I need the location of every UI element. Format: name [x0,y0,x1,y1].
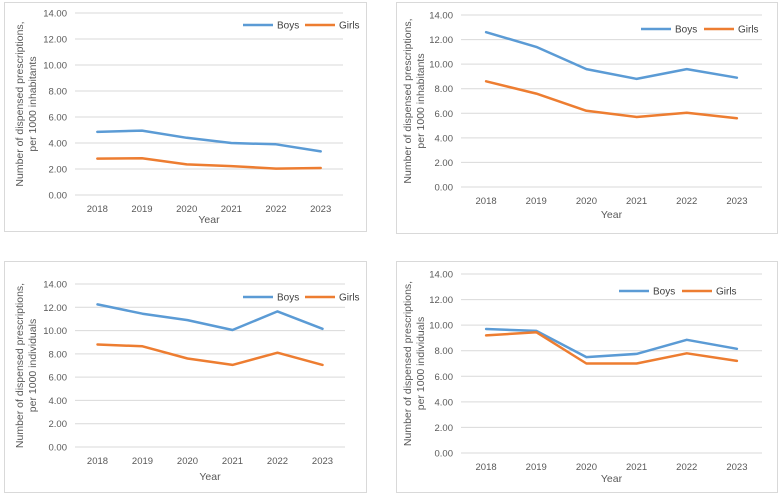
x-tick-label: 2021 [626,462,647,473]
legend-label-boys: Boys [675,25,697,36]
legend-label-girls: Girls [716,287,737,298]
legend-label-boys: Boys [653,287,675,298]
y-tick-label: 6.00 [435,372,454,383]
x-tick-label: 2022 [265,204,286,215]
series-line-girls [484,330,739,365]
y-axis-title-line: Number of dispensed prescriptions, [14,283,26,448]
y-tick-label: 10.00 [429,321,453,332]
x-tick-label: 2021 [221,204,242,215]
y-tick-label: 14.00 [43,9,67,20]
x-axis-title: Year [198,214,220,226]
legend-label-girls: Girls [339,21,360,32]
x-axis-title: Year [601,209,623,221]
y-axis-title: Number of dispensed prescriptions,per 10… [402,18,427,183]
x-tick-label: 2019 [132,456,153,467]
x-tick-label: 2019 [131,204,152,215]
line-chart-svg: 0.00 2.00 4.00 6.00 8.00 10.00 12.00 14.00 2018 2… [14,9,360,227]
y-tick-label: 0.00 [49,191,68,202]
series-line-girls [96,157,322,170]
y-tick-label: 4.00 [49,396,68,407]
legend-label-girls: Girls [339,293,360,304]
y-axis-title-line: per 1000 individuals [27,319,39,412]
line-chart-svg: 0.00 2.00 4.00 6.00 8.00 10.00 12.00 14.00 2018 2… [402,270,762,485]
x-axis-title: Year [199,471,221,483]
chart-panel-bottom-right: 0.00 2.00 4.00 6.00 8.00 10.00 12.00 14.00 2018 2… [396,261,778,493]
y-tick-label: 6.00 [49,373,68,384]
y-tick-label: 4.00 [435,133,454,144]
y-axis-title-line: Number of dispensed prescriptions, [402,281,414,446]
y-tick-label: 0.00 [49,443,68,454]
y-tick-label: 4.00 [49,139,68,150]
y-tick-label: 8.00 [435,84,454,95]
series-line-girls [484,80,739,120]
chart-panel-bottom-left: 0.00 2.00 4.00 6.00 8.00 10.00 12.00 14.00 2018 2… [4,261,367,493]
y-tick-label: 0.00 [435,183,454,194]
y-tick-label: 10.00 [429,60,453,71]
y-axis-title: Number of dispensed prescriptions,per 10… [14,283,39,448]
x-tick-label: 2018 [476,462,497,473]
x-tick-label: 2023 [726,462,747,473]
series-line-boys [484,327,739,359]
y-tick-label: 12.00 [43,35,67,46]
y-tick-label: 0.00 [435,449,454,460]
x-tick-label: 2023 [310,204,331,215]
y-tick-label: 2.00 [49,165,68,176]
y-tick-label: 4.00 [435,397,454,408]
y-axis-title: Number of dispensed prescriptions,per 10… [14,21,39,186]
x-tick-label: 2019 [526,196,547,207]
y-axis-title-line: per 1000 individuals [415,317,427,410]
x-tick-label: 2023 [312,456,333,467]
x-tick-label: 2020 [176,204,197,215]
series-line-girls [96,343,324,367]
y-tick-label: 12.00 [429,295,453,306]
legend-label-boys: Boys [277,21,299,32]
y-tick-label: 10.00 [43,61,67,72]
x-tick-label: 2018 [476,196,497,207]
y-tick-label: 12.00 [43,303,67,314]
line-chart-svg: 0.00 2.00 4.00 6.00 8.00 10.00 12.00 14.00 2018 2… [402,11,762,221]
legend-label-boys: Boys [277,293,299,304]
y-axis-title: Number of dispensed prescriptions,per 10… [402,281,427,446]
x-tick-label: 2022 [676,462,697,473]
y-tick-label: 14.00 [429,270,453,281]
x-tick-label: 2022 [267,456,288,467]
series-line-boys [484,30,739,81]
y-axis-title-line: Number of dispensed prescriptions, [14,21,26,186]
line-chart-svg: 0.00 2.00 4.00 6.00 8.00 10.00 12.00 14.00 2018 2… [14,280,360,484]
y-tick-label: 6.00 [49,113,68,124]
y-tick-label: 2.00 [49,419,68,430]
y-tick-label: 8.00 [49,87,68,98]
x-axis-title: Year [601,473,623,485]
x-tick-label: 2018 [87,456,108,467]
y-tick-label: 8.00 [49,349,68,360]
legend-label-girls: Girls [738,25,759,36]
y-axis-title-line: per 1000 inhabitants [27,56,39,151]
x-tick-label: 2020 [576,462,597,473]
y-tick-label: 8.00 [435,346,454,357]
y-axis-title-line: Number of dispensed prescriptions, [402,18,414,183]
x-tick-label: 2020 [576,196,597,207]
x-tick-label: 2020 [177,456,198,467]
x-tick-label: 2023 [726,196,747,207]
y-tick-label: 14.00 [43,280,67,291]
chart-panel-top-right: 0.00 2.00 4.00 6.00 8.00 10.00 12.00 14.00 2018 2… [396,2,778,234]
x-tick-label: 2021 [222,456,243,467]
y-tick-label: 2.00 [435,423,454,434]
x-tick-label: 2021 [626,196,647,207]
y-tick-label: 14.00 [429,11,453,22]
x-tick-label: 2018 [87,204,108,215]
series-line-boys [96,303,324,332]
series-line-boys [96,129,322,153]
x-tick-label: 2019 [526,462,547,473]
chart-panel-top-left: 0.00 2.00 4.00 6.00 8.00 10.00 12.00 14.00 2018 2… [4,2,367,232]
y-tick-label: 12.00 [429,35,453,46]
y-tick-label: 2.00 [435,158,454,169]
y-tick-label: 6.00 [435,109,454,120]
x-tick-label: 2022 [676,196,697,207]
y-axis-title-line: per 1000 inhabitants [415,53,427,148]
y-tick-label: 10.00 [43,326,67,337]
